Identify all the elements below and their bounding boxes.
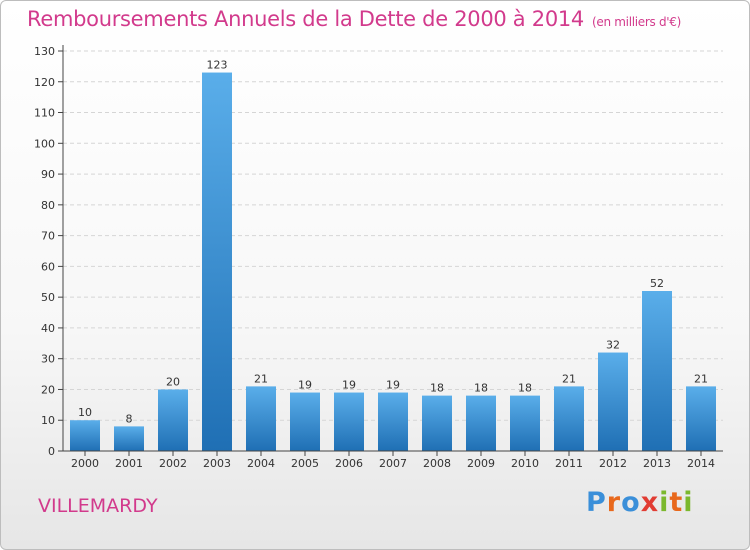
- bar-value-label: 18: [430, 382, 444, 395]
- logo-letter: r: [606, 487, 622, 518]
- x-tick-label: 2001: [115, 457, 143, 470]
- bar-2011: [554, 386, 584, 451]
- bar-value-label: 21: [254, 372, 268, 385]
- y-tick-label: 30: [41, 353, 55, 366]
- x-tick-label: 2013: [643, 457, 671, 470]
- y-tick-label: 110: [34, 107, 55, 120]
- bar-value-label: 8: [126, 412, 133, 425]
- bar-value-label: 18: [474, 382, 488, 395]
- bar-2014: [686, 386, 716, 451]
- x-tick-label: 2006: [335, 457, 363, 470]
- logo-letter: o: [621, 487, 641, 518]
- y-tick-label: 120: [34, 76, 55, 89]
- chart-title-text: Remboursements Annuels de la Dette de 20…: [27, 7, 584, 31]
- x-tick-label: 2004: [247, 457, 275, 470]
- bar-2004: [246, 386, 276, 451]
- bar-2005: [290, 392, 320, 451]
- bar-value-label: 19: [342, 379, 356, 392]
- x-tick-label: 2010: [511, 457, 539, 470]
- logo-letter: P: [586, 487, 607, 518]
- bar-2010: [510, 395, 540, 451]
- y-tick-label: 40: [41, 322, 55, 335]
- chart-unit: (en milliers d'€): [592, 15, 682, 29]
- bar-2013: [642, 291, 672, 451]
- proxiti-logo: Proxiti: [586, 487, 694, 518]
- bar-value-label: 32: [606, 339, 620, 352]
- y-tick-label: 60: [41, 260, 55, 273]
- axes: 0 10 20 30 40 50 60 70 80 90 100 110 120 130 2000 2001 2…: [34, 45, 723, 470]
- x-tick-label: 2003: [203, 457, 231, 470]
- x-tick-label: 2000: [71, 457, 99, 470]
- y-tick-label: 90: [41, 168, 55, 181]
- bar-2003: [202, 72, 232, 452]
- y-tick-label: 10: [41, 414, 55, 427]
- chart-title: Remboursements Annuels de la Dette de 20…: [27, 7, 681, 31]
- bar-value-label: 21: [694, 372, 708, 385]
- y-tick-label: 0: [48, 445, 55, 458]
- bar-value-label: 19: [386, 379, 400, 392]
- x-tick-label: 2014: [687, 457, 715, 470]
- logo-letter: t: [669, 487, 684, 518]
- y-tick-label: 80: [41, 199, 55, 212]
- bar-2009: [466, 395, 496, 451]
- logo-letter: i: [659, 487, 670, 518]
- x-tick-label: 2011: [555, 457, 583, 470]
- bar-value-label: 52: [650, 277, 664, 290]
- bars: 10 8 20 123 21 19 19 19 18 18 18 21 32 52 21: [70, 59, 716, 452]
- x-tick-label: 2005: [291, 457, 319, 470]
- bar-2007: [378, 392, 408, 451]
- y-tick-label: 100: [34, 137, 55, 150]
- x-tick-label: 2009: [467, 457, 495, 470]
- bar-value-label: 123: [207, 59, 228, 72]
- bar-2002: [158, 389, 188, 451]
- bar-value-label: 18: [518, 382, 532, 395]
- y-tick-label: 130: [34, 45, 55, 58]
- commune-name: VILLEMARDY: [38, 495, 158, 517]
- x-tick-label: 2008: [423, 457, 451, 470]
- y-tick-label: 20: [41, 383, 55, 396]
- logo-letter: i: [683, 487, 694, 518]
- bar-value-label: 10: [78, 406, 92, 419]
- bar-2001: [114, 426, 144, 451]
- logo-letter: x: [640, 487, 660, 518]
- y-tick-label: 50: [41, 291, 55, 304]
- bar-value-label: 21: [562, 372, 576, 385]
- x-tick-label: 2007: [379, 457, 407, 470]
- bar-2006: [334, 392, 364, 451]
- y-tick-label: 70: [41, 230, 55, 243]
- bar-2000: [70, 420, 100, 451]
- bar-2008: [422, 395, 452, 451]
- bar-2012: [598, 352, 628, 451]
- bar-value-label: 19: [298, 379, 312, 392]
- x-tick-label: 2012: [599, 457, 627, 470]
- bar-value-label: 20: [166, 375, 180, 388]
- x-tick-label: 2002: [159, 457, 187, 470]
